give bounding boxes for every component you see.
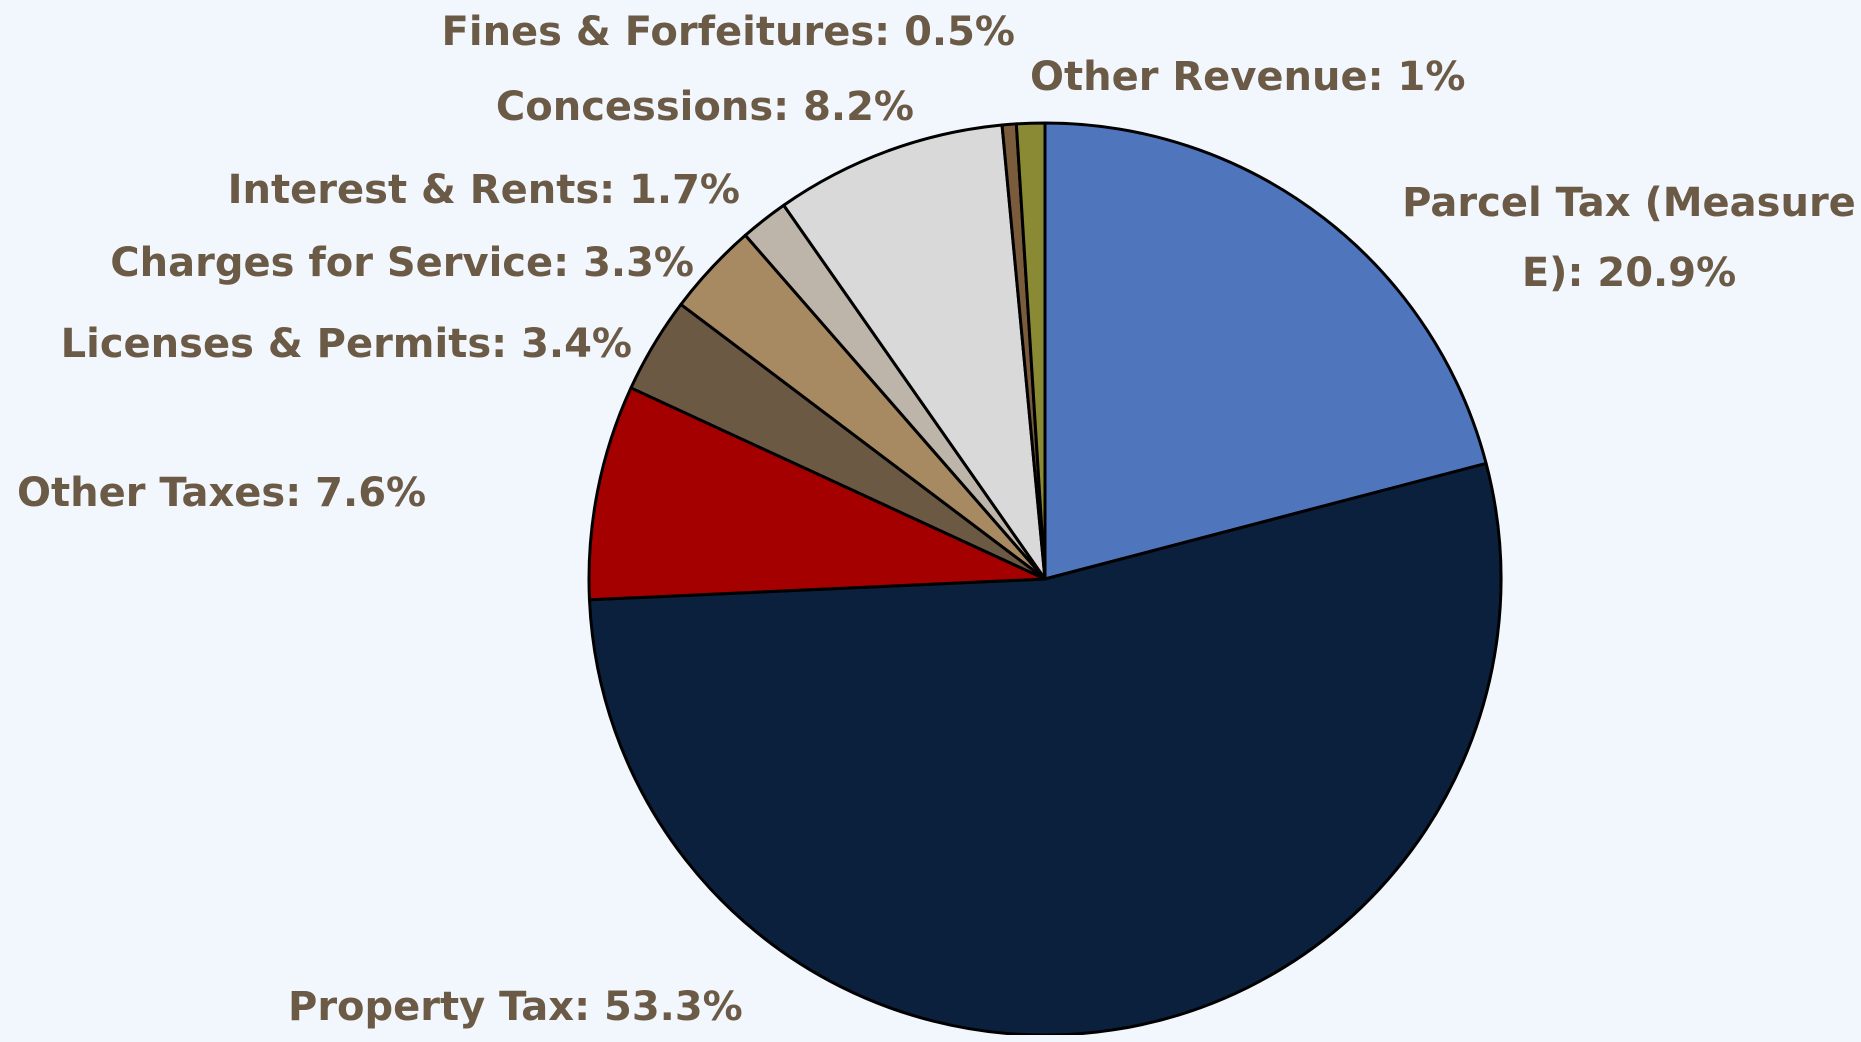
value-label: 1.7% <box>629 167 740 213</box>
category-name: Other Revenue <box>1030 54 1368 100</box>
slice-label: Parcel Tax (Measure E): 20.9% <box>1402 180 1856 296</box>
slice-label: Fines & Forfeitures: 0.5% <box>441 9 1015 55</box>
category-name: Interest & Rents <box>227 167 600 213</box>
value-label: 1% <box>1397 54 1466 100</box>
value-label: 3.4% <box>521 321 632 367</box>
pie-slice <box>782 123 1047 581</box>
category-name: Charges for Service <box>110 240 554 286</box>
category-name: Property Tax <box>288 984 575 1030</box>
value-label: 53.3% <box>603 984 743 1030</box>
value-label: 7.6% <box>315 470 427 516</box>
pie-slice <box>1043 121 1488 581</box>
value-label: 0.5% <box>904 9 1015 55</box>
slice-label: Concessions: 8.2% <box>495 84 914 130</box>
pie-slice <box>1014 121 1047 581</box>
slice-label: Property Tax: 53.3% <box>288 984 743 1030</box>
slice-label: Interest & Rents: 1.7% <box>227 167 740 213</box>
slice-label: Other Taxes: 7.6% <box>17 470 427 516</box>
category-name: Other Taxes <box>17 470 286 516</box>
value-label: 8.2% <box>803 84 914 130</box>
pie-slice <box>587 386 1047 602</box>
slice-label: Other Revenue: 1% <box>1030 54 1466 100</box>
slice-label: Charges for Service: 3.3% <box>110 240 694 286</box>
slice-label: Licenses & Permits: 3.4% <box>60 321 632 367</box>
category-name: Licenses & Permits <box>60 321 492 367</box>
category-name: Parcel Tax (Measure E) <box>1402 180 1856 296</box>
category-name: Fines & Forfeitures <box>441 9 875 55</box>
category-name: Concessions <box>495 84 774 130</box>
value-label: 3.3% <box>583 240 694 286</box>
value-label: 20.9% <box>1597 250 1737 296</box>
pie-slice <box>587 461 1503 1035</box>
